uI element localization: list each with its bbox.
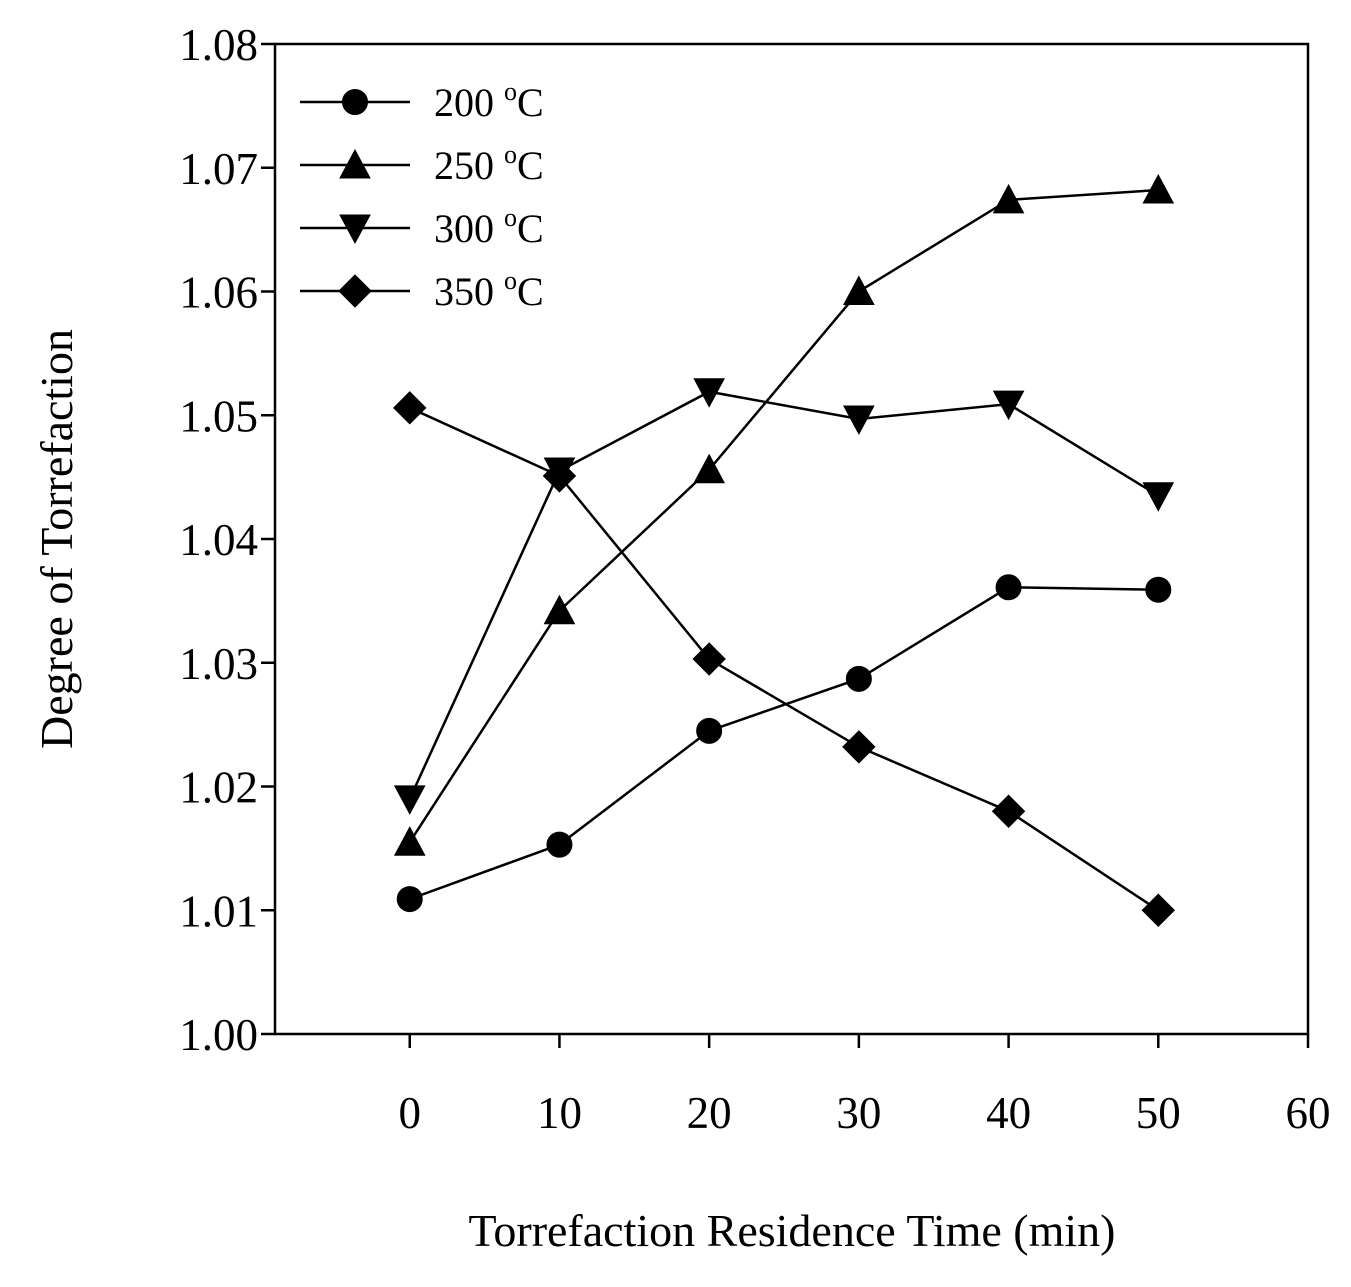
data-point-250 [992, 183, 1025, 214]
y-axis: 1.00 1.01 1.02 1.03 1.04 1.05 1.06 1.07 1.08 [179, 20, 275, 1060]
x-axis: 0 10 20 30 40 50 60 [398, 1034, 1331, 1138]
x-axis-title: Torrefaction Residence Time (min) [468, 1205, 1115, 1256]
legend-marker [342, 89, 368, 115]
data-point-350 [692, 642, 726, 676]
data-point-250 [543, 594, 576, 625]
data-point-300 [843, 405, 875, 436]
y-tick-label: 1.02 [179, 763, 258, 813]
data-point-200 [546, 831, 573, 858]
data-point-300 [992, 390, 1025, 421]
x-tick-label: 30 [836, 1088, 881, 1138]
series-line-250 [408, 188, 1159, 843]
legend-marker [338, 274, 372, 308]
y-tick-label: 1.08 [179, 20, 258, 70]
data-point-200 [396, 886, 423, 913]
data-point-300 [393, 785, 426, 815]
data-point-350 [842, 730, 876, 764]
data-point-200 [845, 665, 872, 692]
data-point-250 [1142, 173, 1175, 204]
data-point-350 [542, 459, 577, 493]
x-tick-label: 0 [398, 1088, 421, 1138]
data-point-350 [1141, 893, 1175, 927]
legend-label: 200 oC [434, 77, 544, 125]
legend-label: 350 oC [434, 266, 544, 314]
legend-item-250: 250 oC [300, 140, 544, 188]
y-tick-label: 1.03 [179, 639, 258, 689]
series-line-350 [409, 406, 1159, 912]
legend-label: 300 oC [434, 203, 544, 251]
legend-marker [339, 148, 371, 179]
series-250 [393, 173, 1175, 856]
data-point-350 [393, 391, 427, 425]
x-tick-label: 40 [986, 1088, 1031, 1138]
legend-item-350: 350 oC [300, 266, 544, 314]
y-axis-title: Degree of Torrefaction [31, 329, 82, 749]
x-tick-label: 20 [687, 1088, 732, 1138]
x-tick-label: 10 [537, 1088, 582, 1138]
series-350 [393, 391, 1175, 927]
data-point-250 [843, 275, 875, 305]
data-point-350 [991, 794, 1026, 828]
series-200 [396, 574, 1172, 913]
legend-item-300: 300 oC [300, 203, 544, 251]
y-tick-label: 1.04 [179, 515, 258, 565]
series-300 [393, 378, 1175, 815]
x-tick-label: 60 [1286, 1088, 1331, 1138]
series-line-200 [409, 586, 1159, 901]
x-tick-label: 50 [1136, 1088, 1181, 1138]
series-line-300 [408, 390, 1159, 800]
data-point-300 [693, 378, 725, 408]
y-tick-label: 1.07 [179, 144, 258, 194]
data-point-200 [995, 574, 1022, 601]
y-tick-label: 1.00 [179, 1010, 258, 1060]
y-tick-label: 1.06 [179, 268, 258, 318]
data-point-250 [693, 453, 725, 484]
legend-item-200: 200 oC [300, 77, 544, 125]
data-point-200 [696, 717, 723, 744]
data-point-300 [1142, 482, 1175, 512]
legend-label: 250 oC [434, 140, 544, 188]
legend: 200 oC 250 oC 300 oC 350 oC [300, 77, 544, 314]
y-tick-label: 1.05 [179, 391, 258, 441]
series-layer [393, 173, 1175, 927]
y-tick-label: 1.01 [179, 886, 258, 936]
legend-marker [339, 214, 371, 245]
data-point-250 [393, 826, 426, 856]
data-point-200 [1145, 576, 1172, 603]
